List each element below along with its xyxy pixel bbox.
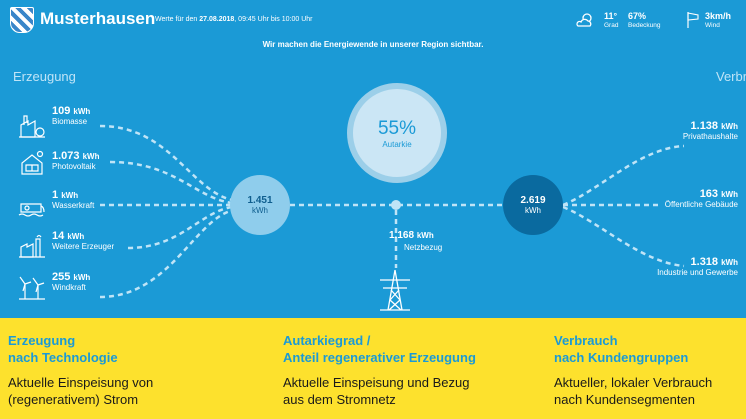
tagline: Wir machen die Energiewende in unserer R…: [262, 40, 484, 49]
consumer-value: 1.138 kWh: [690, 120, 738, 132]
consumption-total-unit: kWh: [525, 206, 541, 215]
temp-label: Grad: [604, 22, 619, 29]
flow-line-weitere: [127, 205, 233, 250]
producer-weitere: 14 kWh Weitere Erzeuger: [52, 230, 114, 251]
header: Musterhausen Werte für den 27.08.2018, 0…: [0, 0, 746, 40]
producer-value: 255 kWh: [52, 271, 91, 283]
grid-label: Netzbezug: [404, 243, 443, 252]
grid-value: 1.168 kWh: [389, 230, 434, 241]
consumer-oeffentliche-gebaeude: 163 kWh Öffentliche Gebäude: [665, 188, 738, 209]
legend-text: Aktuelle Einspeisung und Bezug aus dem St…: [283, 375, 470, 407]
cloud-label: Bedeckung: [628, 22, 661, 29]
wind-flag-icon: [687, 12, 699, 28]
generation-total-unit: kWh: [252, 206, 268, 215]
consumption-total-value: 2.619: [520, 195, 546, 206]
flow-line-industrie: [562, 205, 685, 268]
legend-title: Autarkiegrad / Anteil regenerativer Erzeu…: [283, 333, 476, 365]
period-date: 27.08.2018: [199, 16, 235, 23]
flow-line-privat: [562, 144, 685, 207]
flow-line-windkraft: [99, 208, 235, 299]
footer-legend: Erzeugung nach Technologie Aktuelle Einsp…: [0, 318, 746, 419]
grid-junction-node: [391, 200, 401, 210]
sun-cloud-icon: [576, 13, 592, 27]
consumer-label: Industrie und Gewerbe: [657, 268, 738, 277]
producer-value: 1.073 kWh: [52, 150, 100, 162]
flow-line-photovoltaik: [109, 160, 233, 205]
bavaria-crest-icon: [10, 7, 34, 33]
producer-label: Windkraft: [52, 283, 86, 292]
producer-label: Biomasse: [52, 117, 88, 126]
producer-label: Wasserkraft: [52, 201, 95, 210]
legend-text: Aktuelle Einspeisung von (regenerativem) …: [8, 375, 154, 407]
factory-icon: [19, 115, 45, 138]
consumer-value: 163 kWh: [699, 188, 738, 200]
generation-total-value: 1.451: [247, 195, 273, 206]
producer-label: Weitere Erzeuger: [52, 242, 115, 251]
consumer-privathaushalte: 1.138 kWh Privathaushalte: [683, 120, 738, 141]
wind-label: Wind: [705, 22, 720, 29]
producer-label: Photovoltaik: [52, 162, 96, 171]
legend-verbrauch: Verbrauch nach Kundengruppen Aktueller, l…: [554, 332, 712, 408]
solar-house-icon: [21, 150, 44, 175]
consumer-value: 1.318 kWh: [690, 256, 738, 268]
cloud-value: 67%: [628, 11, 647, 21]
generation-total-circle: 1.451 kWh: [230, 175, 290, 235]
producer-biomasse: 109 kWh Biomasse: [52, 105, 90, 126]
water-plant-icon: [18, 203, 45, 217]
legend-title: Erzeugung nach Technologie: [8, 333, 118, 365]
section-title-erzeugung: Erzeugung: [13, 69, 76, 84]
producer-photovoltaik: 1.073 kWh Photovoltaik: [52, 150, 99, 171]
weather-wind: 3km/h Wind: [686, 11, 731, 31]
period-prefix: Werte für den: [155, 16, 198, 23]
weather-cloud: 67% Bedeckung: [628, 11, 661, 31]
autarkie-circle: 55% Autarkie: [347, 83, 447, 183]
power-tower-icon: [380, 269, 410, 311]
flow-line-biomasse: [99, 124, 233, 202]
legend-erzeugung: Erzeugung nach Technologie Aktuelle Einsp…: [8, 332, 153, 408]
autarkie-value: 55%: [377, 117, 417, 139]
temp-value: 11°: [604, 11, 618, 21]
producer-value: 1 kWh: [52, 189, 79, 201]
consumer-label: Öffentliche Gebäude: [664, 200, 738, 209]
producer-windkraft: 255 kWh Windkraft: [52, 271, 90, 292]
legend-autarkiegrad: Autarkiegrad / Anteil regenerativer Erzeu…: [283, 332, 476, 408]
flow-lines: [99, 124, 685, 299]
consumer-industrie-gewerbe: 1.318 kWh Industrie und Gewerbe: [657, 256, 738, 277]
energy-dashboard: Musterhausen Werte für den 27.08.2018, 0…: [0, 0, 746, 318]
consumption-total-circle: 2.619 kWh: [503, 175, 563, 235]
town-name: Musterhausen: [40, 9, 156, 28]
period-rest: , 09:45 Uhr bis 10:00 Uhr: [234, 16, 313, 23]
plant-icon: [19, 234, 45, 258]
period-info: Werte für den 27.08.2018, 09:45 Uhr bis …: [155, 16, 313, 23]
producer-value: 14 kWh: [52, 230, 85, 242]
wind-turbine-icon: [19, 276, 45, 300]
producer-value: 109 kWh: [52, 105, 91, 117]
producer-wasserkraft: 1 kWh Wasserkraft: [52, 189, 94, 210]
legend-text: Aktueller, lokaler Verbrauch nach Kundens…: [554, 375, 713, 407]
legend-title: Verbrauch nach Kundengruppen: [554, 333, 689, 365]
wind-value: 3km/h: [705, 11, 732, 21]
weather-temp: 11° Grad: [575, 11, 618, 31]
section-title-verbrauch: Verbrauch: [716, 69, 746, 84]
consumer-label: Privathaushalte: [682, 132, 738, 141]
autarkie-label: Autarkie: [382, 139, 412, 149]
